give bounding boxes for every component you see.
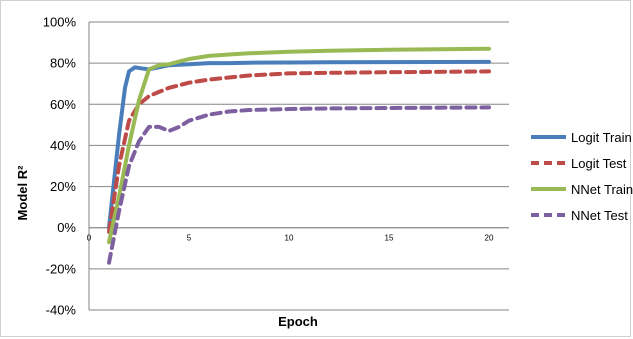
y-tick-label: 40%	[50, 138, 76, 153]
x-tick-label: 15	[385, 234, 394, 243]
axes	[88, 22, 509, 310]
y-tick-label: 80%	[50, 56, 76, 71]
series-line-2	[107, 69, 491, 234]
x-tick-labels: 0 5 10 15 20	[87, 234, 494, 243]
legend-label: Logit Train	[571, 130, 632, 145]
legend-label: NNet Train	[571, 182, 633, 197]
y-tick-label: -20%	[46, 261, 77, 276]
y-tick-labels: -40% -20% 0% 20% 40% 60% 80% 100%	[43, 15, 77, 318]
legend: Logit Train Logit Test NNet Train NNet Test	[531, 130, 633, 223]
x-tick-label: 0	[87, 234, 92, 243]
series-line-1	[107, 59, 491, 230]
legend-label: Logit Test	[571, 156, 627, 171]
series-line-4	[107, 105, 491, 265]
x-tick-label: 20	[485, 234, 494, 243]
x-tick-label: 10	[285, 234, 294, 243]
gridlines	[89, 21, 509, 311]
series-lines	[107, 46, 491, 265]
y-tick-label: 20%	[50, 179, 76, 194]
y-axis-title: Model R²	[15, 165, 30, 221]
x-axis-title: Epoch	[278, 314, 318, 329]
x-tick-label: 5	[187, 234, 192, 243]
y-tick-label: 60%	[50, 97, 76, 112]
y-tick-label: 100%	[43, 15, 77, 30]
legend-label: NNet Test	[571, 208, 628, 223]
series-line-3	[107, 46, 491, 245]
y-tick-label: -40%	[46, 303, 77, 318]
y-tick-label: 0%	[57, 220, 76, 235]
